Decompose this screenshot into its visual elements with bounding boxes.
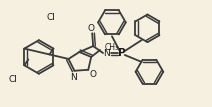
Text: O: O — [90, 70, 97, 79]
Text: CH₃: CH₃ — [105, 43, 119, 52]
Text: Cl: Cl — [46, 13, 55, 22]
Text: N: N — [70, 73, 77, 82]
Text: Cl: Cl — [9, 75, 18, 84]
Text: O: O — [88, 24, 95, 33]
Text: N: N — [104, 48, 110, 57]
Text: P: P — [118, 48, 126, 58]
